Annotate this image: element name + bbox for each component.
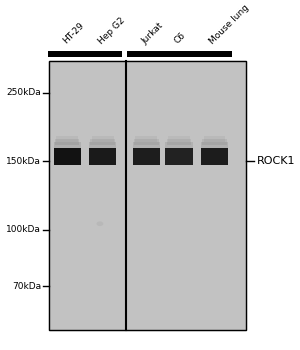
Text: C6: C6 (172, 31, 188, 46)
Bar (50, 61, 246, 330)
Bar (134, 139, 158, 145)
Bar (48, 51, 122, 57)
Bar (90, 139, 115, 145)
Bar (165, 148, 193, 165)
Text: 150kDa: 150kDa (6, 157, 41, 166)
Bar (127, 51, 232, 57)
Bar (89, 148, 116, 165)
Bar (133, 142, 160, 148)
Bar (56, 135, 78, 142)
Text: 250kDa: 250kDa (7, 88, 41, 97)
Bar (50, 61, 246, 330)
Bar (55, 139, 80, 145)
Text: Jurkat: Jurkat (140, 21, 165, 46)
Bar (167, 139, 191, 145)
Bar (135, 135, 157, 142)
Ellipse shape (97, 222, 103, 226)
Bar (50, 61, 126, 330)
Text: Hep G2: Hep G2 (96, 16, 126, 46)
Text: Mouse lung: Mouse lung (208, 3, 251, 46)
Text: ROCK1: ROCK1 (257, 156, 295, 166)
Bar (133, 148, 160, 165)
Bar (54, 148, 81, 165)
Bar (165, 142, 193, 148)
Text: 100kDa: 100kDa (6, 225, 41, 234)
Bar (202, 139, 227, 145)
Bar (201, 142, 228, 148)
Bar (201, 148, 228, 165)
Text: HT-29: HT-29 (61, 21, 86, 46)
Bar (168, 135, 190, 142)
Text: 70kDa: 70kDa (12, 282, 41, 291)
Bar (203, 135, 225, 142)
Bar (126, 61, 246, 330)
Bar (54, 142, 81, 148)
Bar (92, 135, 113, 142)
Bar (89, 142, 116, 148)
